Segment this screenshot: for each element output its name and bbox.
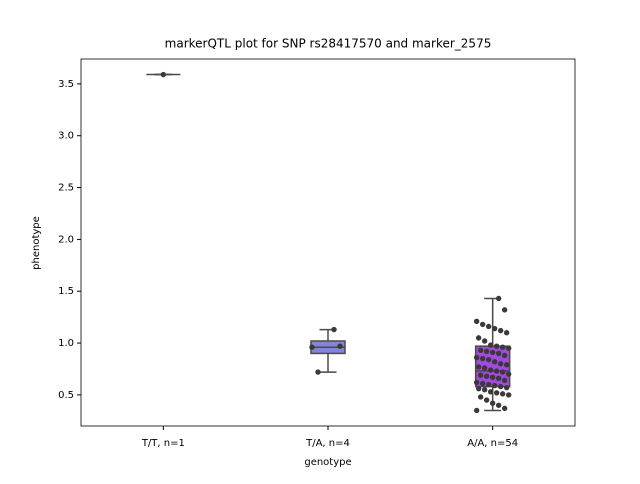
data-point <box>477 372 484 378</box>
data-point <box>505 371 512 377</box>
data-point <box>473 379 480 386</box>
data-point <box>331 326 337 333</box>
y-tick-label: 0.5 <box>58 390 74 401</box>
data-point <box>503 362 510 368</box>
x-tick-label: A/A, n=54 <box>467 438 518 449</box>
data-point <box>483 397 490 403</box>
data-point <box>485 381 492 388</box>
data-point <box>479 380 486 387</box>
data-point <box>497 361 504 367</box>
data-point <box>491 325 498 332</box>
data-point <box>475 364 482 370</box>
data-point <box>495 402 502 408</box>
data-point <box>499 391 506 397</box>
data-point <box>491 359 498 365</box>
data-point <box>487 342 494 348</box>
data-point <box>495 375 502 382</box>
data-point <box>485 323 492 330</box>
data-point <box>501 377 508 384</box>
data-point <box>473 354 480 361</box>
data-point <box>499 344 506 350</box>
data-point <box>475 335 482 341</box>
data-point <box>501 405 508 412</box>
x-axis-label: genotype <box>304 457 351 468</box>
data-point <box>497 383 504 390</box>
data-point <box>160 71 167 78</box>
y-tick-label: 1.0 <box>58 338 74 349</box>
data-point <box>493 368 500 374</box>
y-axis-label: phenotype <box>31 216 42 270</box>
data-point <box>477 394 484 400</box>
data-point <box>481 365 488 371</box>
data-point <box>495 295 502 302</box>
data-point <box>503 329 510 336</box>
data-point <box>475 385 482 392</box>
y-tick-label: 3.0 <box>58 131 74 142</box>
data-point <box>473 407 480 414</box>
x-tick-label: T/A, n=4 <box>305 438 350 449</box>
x-tick-label: T/T, n=1 <box>141 438 185 449</box>
data-point <box>505 392 512 398</box>
data-point <box>483 373 490 379</box>
data-point <box>497 327 504 334</box>
data-point <box>477 347 484 354</box>
data-point <box>337 343 343 349</box>
chart-title: markerQTL plot for SNP rs28417570 and ma… <box>165 37 492 51</box>
data-point <box>489 374 496 380</box>
data-point <box>495 350 502 357</box>
y-tick-label: 2.5 <box>58 183 74 194</box>
data-point <box>489 400 496 406</box>
data-point <box>479 321 486 328</box>
data-point <box>487 389 494 395</box>
data-point <box>479 355 486 362</box>
data-point <box>485 356 492 363</box>
data-point <box>501 352 508 359</box>
data-point <box>481 338 488 344</box>
data-point <box>503 384 510 391</box>
data-point <box>501 307 508 313</box>
y-tick-label: 2.0 <box>58 234 74 245</box>
data-point <box>309 344 315 350</box>
data-point <box>505 345 512 351</box>
data-point <box>481 387 488 393</box>
data-point <box>491 382 498 389</box>
data-point <box>473 318 480 324</box>
data-point <box>499 369 506 375</box>
data-point <box>487 367 494 373</box>
data-point <box>493 343 500 349</box>
data-point <box>315 369 321 375</box>
data-point <box>489 349 496 356</box>
y-tick-label: 3.5 <box>58 79 74 90</box>
y-tick-label: 1.5 <box>58 286 74 297</box>
data-point <box>483 348 490 355</box>
data-point <box>493 390 500 396</box>
